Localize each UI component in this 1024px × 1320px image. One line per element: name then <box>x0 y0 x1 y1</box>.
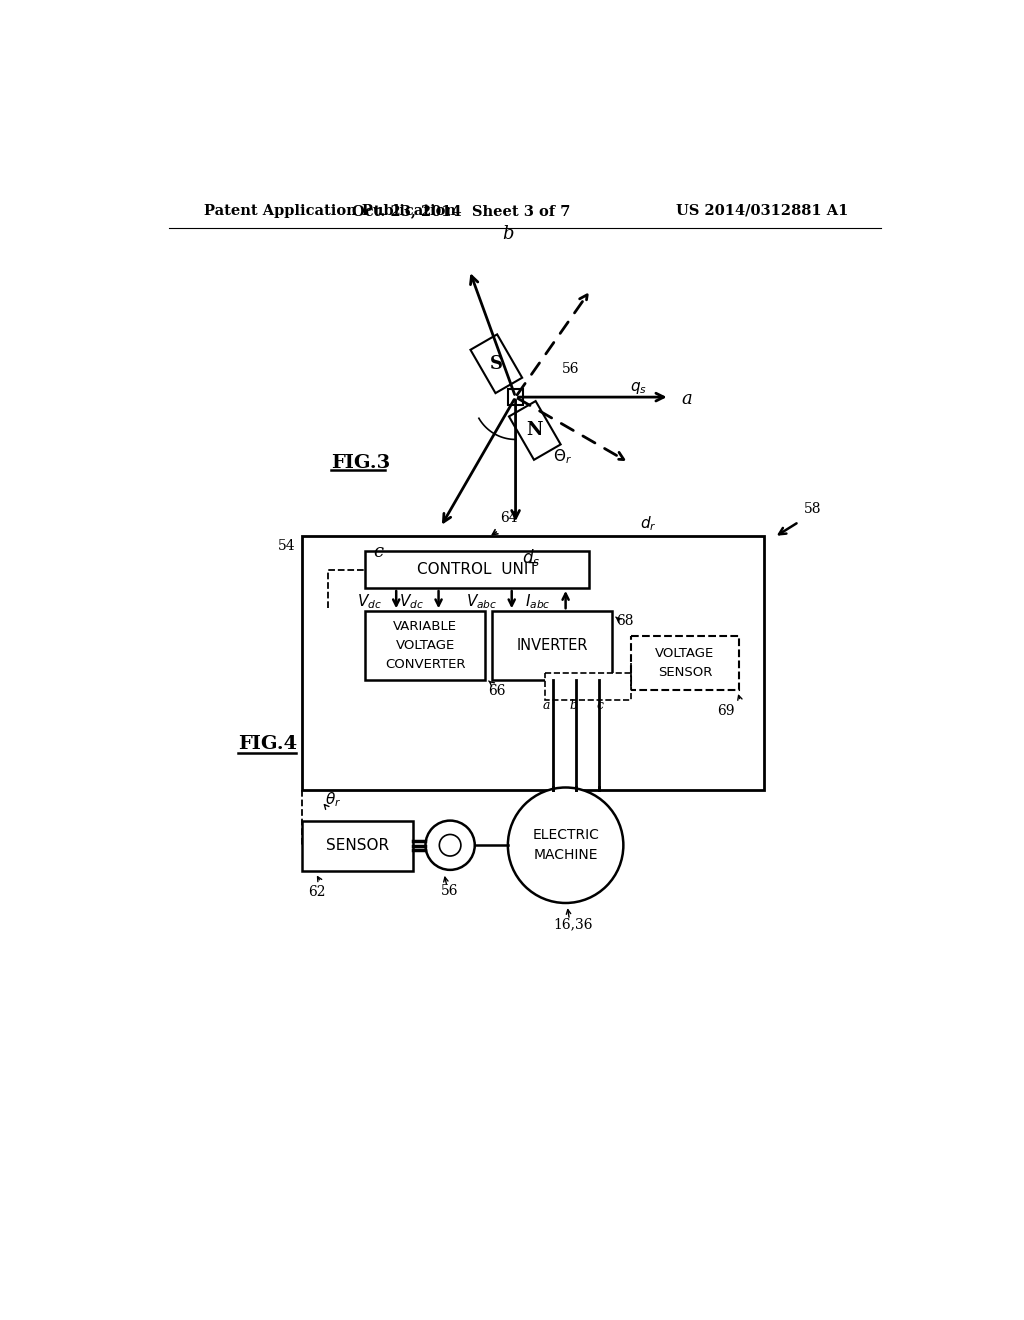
Text: b: b <box>569 698 578 711</box>
Text: CONTROL  UNIT: CONTROL UNIT <box>417 562 538 577</box>
Text: Patent Application Publication: Patent Application Publication <box>204 203 456 218</box>
Bar <box>545 673 631 700</box>
Text: SENSOR: SENSOR <box>326 838 389 853</box>
Circle shape <box>439 834 461 855</box>
Text: 64: 64 <box>500 511 518 525</box>
Text: N: N <box>526 421 543 440</box>
Text: 56: 56 <box>562 362 580 376</box>
Text: ELECTRIC
MACHINE: ELECTRIC MACHINE <box>532 829 599 862</box>
Bar <box>470 334 522 393</box>
Text: $I_{abc}$: $I_{abc}$ <box>525 591 551 611</box>
Bar <box>509 401 561 459</box>
Text: 16,36: 16,36 <box>554 917 593 931</box>
Text: $\theta_r$: $\theta_r$ <box>326 791 342 809</box>
Text: a: a <box>681 389 692 408</box>
Bar <box>366 611 484 681</box>
Bar <box>493 611 611 681</box>
Text: FIG.3: FIG.3 <box>331 454 390 471</box>
Bar <box>366 552 589 589</box>
Text: $V_{dc}$: $V_{dc}$ <box>399 591 424 611</box>
Circle shape <box>508 788 624 903</box>
Bar <box>301 821 413 871</box>
Text: Oct. 23, 2014  Sheet 3 of 7: Oct. 23, 2014 Sheet 3 of 7 <box>352 203 570 218</box>
Text: VOLTAGE
SENSOR: VOLTAGE SENSOR <box>655 647 715 678</box>
Text: $V_{dc}$: $V_{dc}$ <box>356 591 382 611</box>
Text: $V_{abc}$: $V_{abc}$ <box>466 591 497 611</box>
Text: a: a <box>543 698 550 711</box>
Text: $\mathit{q_s}$: $\mathit{q_s}$ <box>630 380 646 396</box>
Circle shape <box>425 821 475 870</box>
Text: 54: 54 <box>278 539 295 553</box>
Bar <box>508 389 523 405</box>
Text: c: c <box>597 698 604 711</box>
Text: 62: 62 <box>308 884 326 899</box>
Text: $\mathit{d_r}$: $\mathit{d_r}$ <box>640 515 657 533</box>
Text: 69: 69 <box>718 704 735 718</box>
Text: INVERTER: INVERTER <box>516 639 588 653</box>
Text: 58: 58 <box>804 503 822 516</box>
Text: FIG.4: FIG.4 <box>239 735 298 752</box>
Text: US 2014/0312881 A1: US 2014/0312881 A1 <box>676 203 848 218</box>
Text: b: b <box>502 226 514 243</box>
Text: $\Theta_r$: $\Theta_r$ <box>553 447 571 466</box>
Bar <box>301 536 764 789</box>
Text: c: c <box>374 544 384 561</box>
Text: 68: 68 <box>615 614 633 628</box>
Text: S: S <box>489 355 503 372</box>
Text: VARIABLE
VOLTAGE
CONVERTER: VARIABLE VOLTAGE CONVERTER <box>385 620 465 672</box>
Bar <box>631 636 739 689</box>
Text: 66: 66 <box>488 684 506 698</box>
Text: 56: 56 <box>441 884 459 898</box>
Text: $\mathit{d_s}$: $\mathit{d_s}$ <box>521 548 540 568</box>
